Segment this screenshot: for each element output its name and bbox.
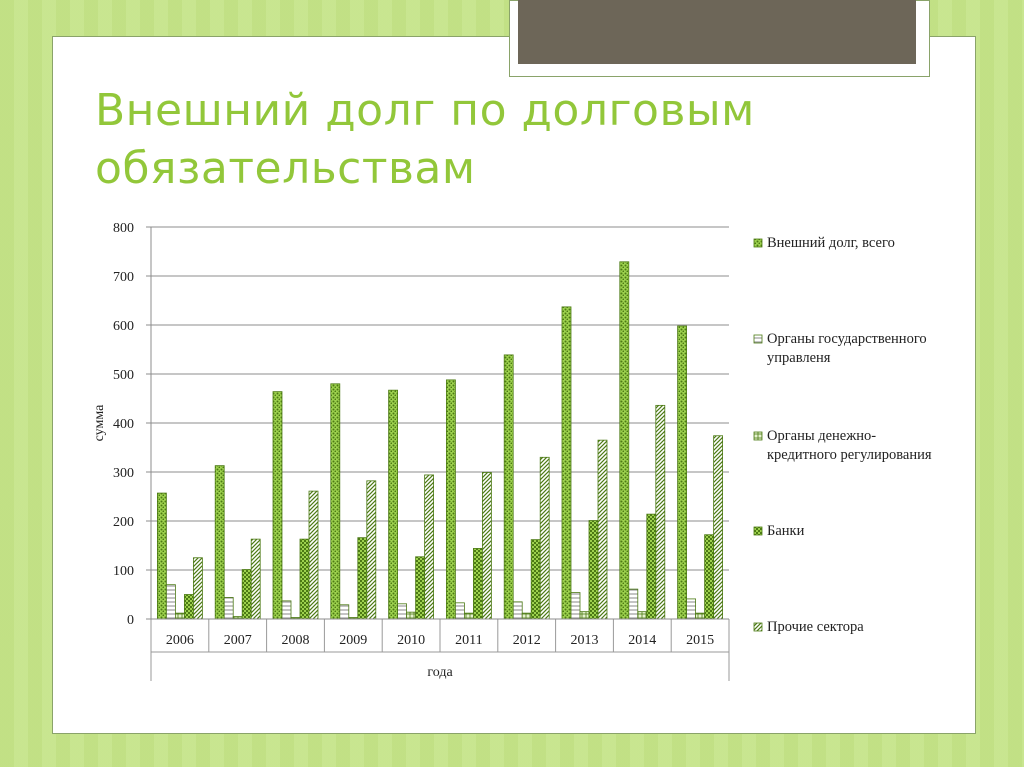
bar-2009-series-5	[366, 480, 377, 620]
bar-2012-series-3	[521, 612, 532, 620]
y-tick-label: 100	[113, 564, 134, 579]
y-tick-label: 200	[113, 515, 134, 530]
legend-label-series-4: Банки	[767, 523, 805, 539]
x-tick-label: 2010	[397, 633, 425, 648]
bar-2006-series-5	[192, 557, 203, 620]
bar-2013-series-2	[570, 592, 581, 620]
bar-2009-series-2	[339, 604, 350, 620]
bar-2007-series-4	[241, 569, 252, 620]
slide-title: Внешний долг по долговым обязательствам	[95, 82, 955, 198]
bar-2009-series-1	[330, 383, 341, 620]
bar-2007-series-2	[223, 597, 234, 620]
bar-2015-series-5	[713, 435, 723, 620]
bar-2010-series-1	[388, 389, 399, 620]
bar-2010-series-5	[424, 474, 435, 620]
x-tick-label: 2012	[513, 633, 541, 648]
bar-2011-series-3	[463, 612, 474, 620]
bar-2006-series-4	[183, 594, 194, 620]
bar-2013-series-4	[588, 520, 599, 620]
x-tick-label: 2011	[455, 633, 482, 648]
bar-2008-series-5	[308, 490, 319, 620]
legend-label-series-1: Внешний долг, всего	[767, 235, 895, 251]
bar-2014-series-5	[655, 404, 666, 620]
x-tick-label: 2006	[166, 633, 194, 648]
bar-2009-series-4	[357, 537, 368, 620]
bar-2012-series-4	[530, 539, 541, 620]
bar-2013-series-1	[561, 306, 572, 620]
bar-2013-series-3	[579, 611, 590, 620]
bar-2008-series-4	[299, 538, 310, 620]
x-tick-label: 2014	[628, 633, 656, 648]
bar-2006-series-1	[156, 492, 167, 620]
bar-2011-series-1	[445, 379, 456, 620]
bar-2011-series-5	[481, 472, 492, 620]
bar-2010-series-2	[397, 603, 408, 620]
y-axis-title: сумма	[92, 404, 107, 441]
bar-2014-series-2	[628, 588, 639, 620]
bar-2010-series-4	[415, 556, 426, 620]
bar-2015-series-3	[695, 612, 705, 620]
slide-title-line-1: Внешний долг по долговым	[95, 85, 755, 136]
bar-2014-series-1	[619, 261, 630, 620]
bar-2006-series-3	[174, 612, 185, 620]
bar-2015-series-2	[686, 598, 696, 620]
x-tick-label: 2015	[686, 633, 714, 648]
legend-swatch-series-1	[753, 238, 763, 248]
bar-2008-series-1	[272, 391, 283, 620]
legend-label-series-3: кредитного регулирования	[767, 447, 932, 463]
bar-2011-series-4	[472, 548, 483, 620]
slide-title-line-2: обязательствам	[95, 143, 476, 194]
bar-2012-series-1	[503, 354, 514, 620]
legend-label-series-5: Прочие сектора	[767, 619, 864, 635]
x-tick-label: 2008	[282, 633, 310, 648]
y-tick-label: 300	[113, 466, 134, 481]
bar-2015-series-4	[704, 534, 714, 620]
decor-dark-box	[518, 0, 916, 64]
bar-2011-series-2	[454, 602, 465, 620]
x-tick-label: 2007	[224, 633, 252, 648]
x-tick-label: 2009	[339, 633, 367, 648]
y-tick-label: 800	[113, 221, 134, 236]
bar-2015-series-1	[677, 325, 687, 620]
bar-2010-series-3	[406, 611, 417, 620]
bar-2012-series-2	[512, 601, 523, 620]
bar-2012-series-5	[539, 456, 550, 620]
legend-label-series-2: Органы государственного	[767, 331, 927, 347]
legend-label-series-3: Органы денежно-	[767, 428, 876, 444]
y-tick-label: 700	[113, 270, 134, 285]
legend-swatch-series-4	[753, 526, 763, 536]
legend-swatch-series-3	[753, 431, 763, 441]
y-tick-label: 0	[127, 613, 134, 628]
legend-swatch-series-5	[753, 622, 763, 632]
bar-2013-series-5	[597, 439, 608, 620]
bar-2007-series-5	[250, 538, 261, 620]
bar-2006-series-2	[165, 584, 176, 620]
bar-2008-series-2	[281, 600, 292, 620]
x-axis-title: года	[427, 665, 453, 680]
y-tick-label: 400	[113, 417, 134, 432]
y-tick-label: 600	[113, 319, 134, 334]
bar-2007-series-1	[214, 465, 225, 620]
y-tick-label: 500	[113, 368, 134, 383]
bar-2014-series-4	[646, 513, 657, 620]
x-tick-label: 2013	[571, 633, 599, 648]
legend-swatch-series-2	[753, 334, 763, 344]
bar-2014-series-3	[637, 611, 648, 620]
legend-label-series-2: управленя	[767, 350, 831, 366]
